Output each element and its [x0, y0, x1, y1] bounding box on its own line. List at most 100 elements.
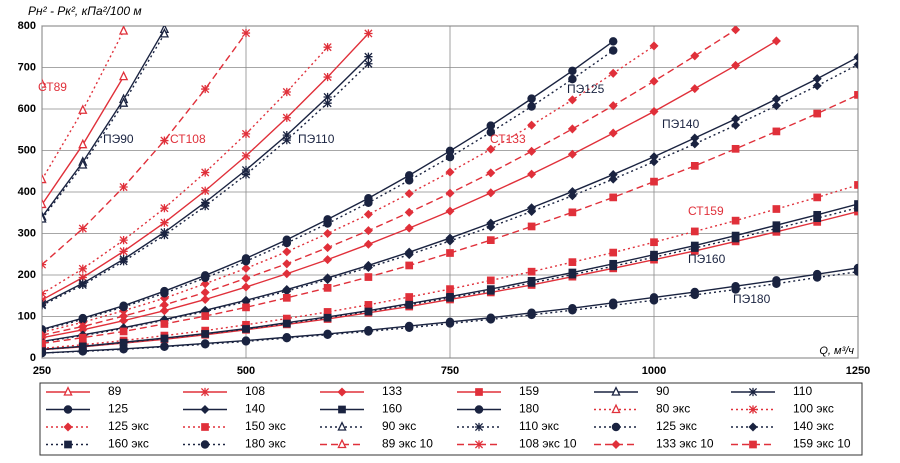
marker	[282, 319, 291, 328]
marker	[78, 347, 88, 356]
marker	[323, 228, 333, 239]
marker	[323, 92, 332, 102]
axis-title: Pн² - Pк², кПа²/100 м	[28, 4, 142, 18]
marker	[445, 319, 455, 328]
marker	[690, 51, 700, 61]
y-tick-label: 700	[18, 61, 36, 73]
marker	[853, 60, 858, 70]
marker	[608, 37, 618, 46]
marker	[160, 218, 169, 227]
marker	[118, 26, 129, 35]
series-line	[42, 184, 858, 350]
marker	[567, 124, 577, 134]
y-tick-label: 200	[18, 269, 36, 281]
marker	[42, 301, 47, 310]
marker	[854, 91, 858, 99]
marker	[446, 293, 454, 302]
marker	[568, 306, 577, 315]
marker	[323, 99, 332, 108]
marker	[567, 149, 577, 159]
legend-label: 160	[382, 402, 402, 416]
marker	[282, 238, 292, 248]
marker	[608, 46, 618, 55]
y-tick-label: 500	[18, 144, 36, 156]
marker	[241, 282, 251, 292]
marker	[486, 276, 495, 285]
marker	[78, 280, 87, 290]
series-line	[42, 46, 329, 295]
marker	[78, 159, 88, 169]
annotation: ПЭ160	[688, 252, 726, 266]
marker	[445, 206, 455, 216]
plot-series	[42, 26, 858, 358]
marker	[78, 321, 88, 331]
x-tick-label: 1000	[642, 365, 666, 377]
marker	[405, 261, 414, 270]
marker	[118, 97, 129, 107]
legend-label: 108 экс 10	[519, 437, 577, 451]
marker	[486, 222, 496, 232]
marker	[404, 250, 414, 260]
marker	[486, 188, 496, 198]
marker	[690, 290, 700, 300]
marker	[527, 120, 537, 130]
marker	[527, 146, 537, 156]
marker	[446, 249, 454, 257]
marker	[731, 234, 740, 243]
annotation: ПЭ90	[103, 132, 134, 146]
legend-marker	[64, 440, 72, 449]
legend-marker	[611, 439, 621, 450]
marker	[160, 204, 169, 213]
legend-marker	[200, 387, 210, 397]
legend-marker	[611, 386, 621, 396]
marker	[323, 275, 333, 285]
annotation: СТ108	[170, 132, 206, 146]
legend-marker	[337, 421, 347, 431]
marker	[282, 293, 291, 302]
marker	[42, 348, 47, 358]
y-tick-label: 100	[18, 310, 36, 322]
marker	[813, 109, 822, 118]
marker	[812, 81, 822, 91]
marker	[650, 253, 658, 262]
marker	[78, 315, 88, 324]
legend-label: 150 экс	[245, 419, 286, 433]
marker	[690, 244, 699, 252]
marker	[813, 214, 822, 222]
annotation: ПЭ180	[733, 292, 771, 306]
marker	[241, 151, 251, 160]
marker	[118, 70, 129, 81]
legend-marker	[474, 405, 484, 414]
marker	[854, 203, 858, 212]
marker	[649, 296, 659, 305]
marker	[241, 257, 251, 266]
y-tick-label: 0	[30, 352, 36, 364]
y-tick-label: 300	[18, 227, 36, 239]
marker	[527, 279, 536, 287]
marker	[405, 293, 414, 301]
marker	[364, 52, 373, 61]
annotation: СТ133	[490, 132, 526, 146]
marker	[404, 176, 414, 185]
marker	[241, 165, 251, 175]
marker	[568, 270, 577, 279]
marker	[200, 340, 210, 349]
marker	[364, 273, 373, 281]
marker	[200, 287, 210, 297]
marker	[159, 27, 170, 38]
marker	[200, 273, 210, 283]
marker	[568, 258, 577, 266]
marker	[731, 120, 741, 130]
legend-marker	[337, 438, 347, 449]
legend-marker	[200, 440, 210, 449]
marker	[241, 129, 251, 138]
marker	[650, 177, 658, 186]
marker	[527, 102, 536, 111]
legend-label: 100 экс	[793, 402, 834, 416]
legend-label: 180 экс	[245, 437, 286, 451]
marker	[649, 41, 659, 51]
marker	[364, 307, 373, 316]
legend-marker	[475, 388, 483, 396]
legend-marker	[748, 405, 758, 414]
legend-marker	[63, 422, 73, 432]
